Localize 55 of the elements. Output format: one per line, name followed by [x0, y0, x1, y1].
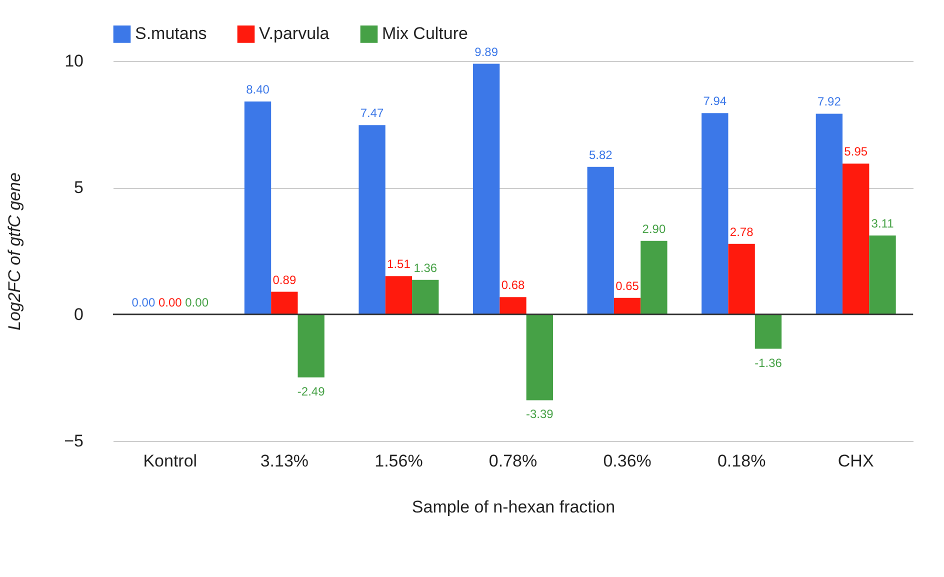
- text: 5.82: [588, 148, 612, 162]
- bar: [412, 280, 439, 314]
- text: 3.11: [871, 216, 894, 231]
- bar: [614, 298, 641, 314]
- x-tick-label: 1.56%: [374, 452, 423, 470]
- text: 9.89: [474, 44, 498, 59]
- text: -3.39: [526, 407, 554, 422]
- legend-label: S.mutans: [135, 24, 207, 44]
- bar: [728, 244, 755, 314]
- text: 0.00: [158, 295, 182, 310]
- y-tick-label: 10: [64, 52, 84, 70]
- y-tick-label: 5: [74, 178, 84, 198]
- text: 7.94: [703, 94, 727, 108]
- x-tick-label: 0.36%: [603, 452, 652, 470]
- bar: [385, 276, 412, 314]
- legend-label: Mix Culture: [382, 24, 468, 44]
- bar: [526, 314, 553, 400]
- bar: [244, 102, 272, 314]
- text: 1.51: [387, 257, 410, 272]
- bar: [271, 292, 298, 314]
- text: 2.78: [730, 224, 754, 239]
- bar: [640, 240, 668, 314]
- x-tick-label: 0.78%: [488, 452, 538, 470]
- x-tick-label: 0.18%: [717, 452, 766, 470]
- bar: [869, 236, 896, 314]
- bar: [298, 314, 324, 378]
- text: 1.36: [414, 260, 438, 275]
- bar: [702, 113, 728, 314]
- text: -2.49: [297, 384, 325, 398]
- bar: [473, 64, 500, 314]
- text: 0.00: [132, 295, 156, 310]
- text: 8.40: [246, 82, 270, 97]
- text: 0.00: [185, 295, 208, 310]
- y-tick-label: −5: [64, 432, 84, 450]
- bar: [500, 297, 526, 314]
- text: 7.47: [360, 106, 384, 120]
- x-tick-label: CHX: [838, 452, 874, 470]
- x-tick-label: Kontrol: [143, 452, 198, 470]
- bar: [754, 314, 782, 349]
- bar: [587, 166, 614, 314]
- legend-label: V.parvula: [259, 24, 330, 44]
- x-tick-label: 3.13%: [260, 452, 309, 470]
- text: 7.92: [818, 94, 841, 109]
- y-axis-title: Log2FC of gtfC gene: [5, 172, 24, 330]
- bar: [358, 125, 386, 314]
- x-axis-title: Sample of n-hexan fraction: [412, 498, 616, 516]
- text: 0.68: [501, 278, 525, 292]
- text: 0.89: [272, 272, 296, 287]
- text: 0.65: [616, 278, 639, 293]
- bar: [816, 114, 843, 314]
- bar: [842, 164, 870, 314]
- y-tick-label: 0: [74, 304, 84, 324]
- text: 5.95: [844, 144, 868, 159]
- text: 2.90: [642, 222, 666, 236]
- text: -1.36: [754, 356, 782, 370]
